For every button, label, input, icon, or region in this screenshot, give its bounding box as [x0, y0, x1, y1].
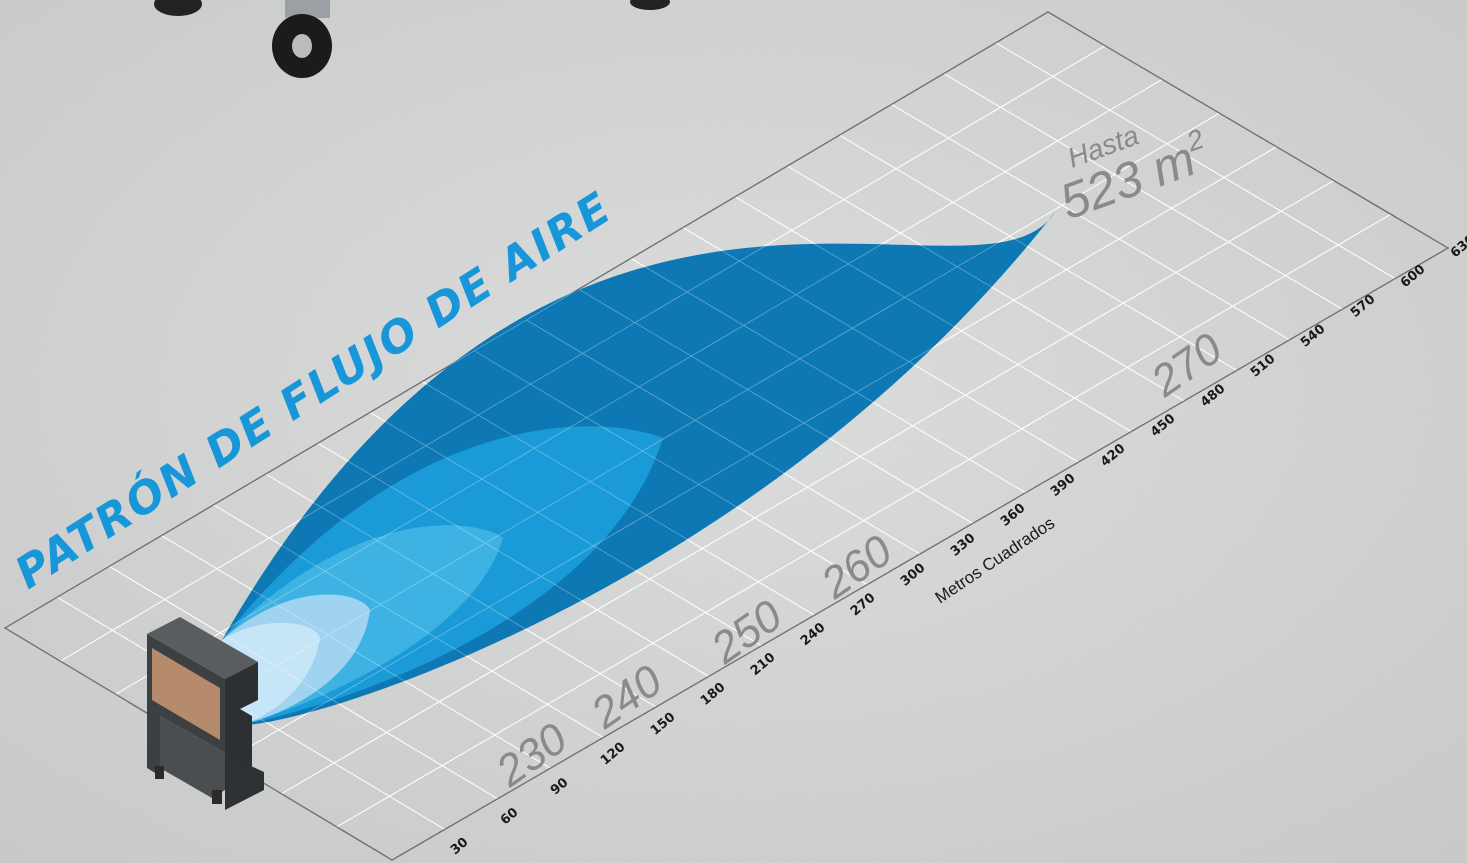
grid-line — [225, 146, 1277, 761]
grid-line — [995, 42, 1396, 280]
grid-line — [943, 73, 1343, 310]
airflow-zones — [222, 212, 1055, 726]
grid-line — [891, 103, 1290, 341]
grid-line — [369, 412, 762, 647]
grid-line — [60, 45, 1106, 662]
grid-line — [682, 227, 1079, 463]
grid-line — [115, 79, 1163, 695]
cooler-wheels — [154, 0, 670, 78]
grid-line — [161, 535, 551, 769]
grid-line — [891, 104, 1290, 341]
grid-line — [281, 180, 1334, 795]
grid-line — [109, 566, 498, 800]
grid-line — [526, 319, 921, 555]
grid-line — [336, 213, 1392, 828]
grid-line — [281, 180, 1334, 795]
cooler-device — [147, 617, 264, 810]
grid-line — [317, 442, 710, 677]
grid-line — [421, 381, 815, 616]
grid-line — [170, 112, 1220, 728]
grid-line — [213, 504, 604, 738]
grid-line — [734, 196, 1132, 432]
grid-line — [391, 247, 1449, 861]
grid-line — [630, 258, 1026, 494]
grid-line — [943, 73, 1343, 310]
grid-line — [474, 350, 868, 585]
grid-line — [4, 11, 1049, 629]
grid-line — [56, 596, 446, 830]
grid-line — [1047, 11, 1449, 249]
grid-line — [336, 213, 1392, 828]
grid-line — [787, 165, 1185, 402]
grid-line — [995, 42, 1396, 279]
grid-line — [578, 288, 974, 524]
grid-line — [265, 473, 657, 708]
grid-line — [839, 134, 1238, 371]
grid-line — [839, 134, 1238, 371]
